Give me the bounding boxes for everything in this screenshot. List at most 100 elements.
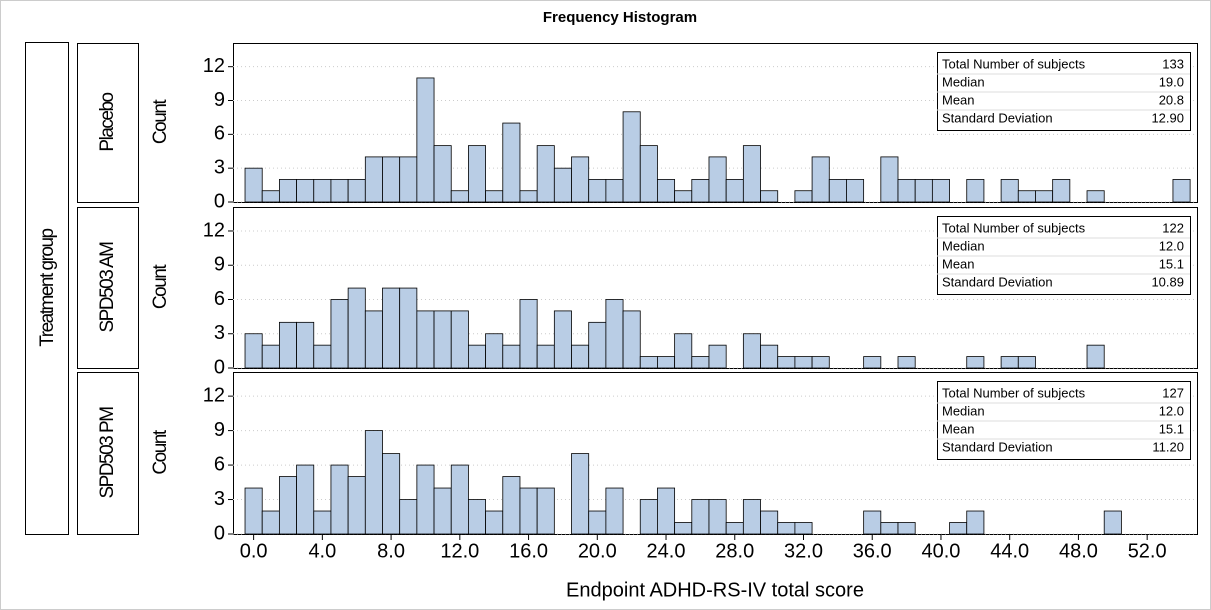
bar bbox=[605, 487, 624, 535]
bar bbox=[760, 510, 779, 535]
bar bbox=[416, 464, 435, 535]
bar bbox=[742, 145, 761, 203]
bar bbox=[811, 356, 830, 369]
bar bbox=[777, 522, 796, 535]
bar bbox=[347, 476, 366, 535]
bar bbox=[674, 522, 693, 535]
bar bbox=[897, 356, 916, 369]
bar bbox=[502, 476, 521, 535]
x-tick-label: 16.0 bbox=[509, 540, 548, 562]
bar bbox=[966, 356, 985, 369]
bar bbox=[519, 190, 538, 203]
bar bbox=[399, 499, 418, 535]
bar bbox=[347, 179, 366, 203]
stat-value: 133 bbox=[1162, 56, 1184, 71]
bar bbox=[536, 145, 555, 203]
y-tick-label: 0 bbox=[214, 356, 225, 378]
y-tick-label: 12 bbox=[203, 219, 225, 241]
bar bbox=[244, 487, 263, 535]
plot-area bbox=[233, 43, 1198, 203]
bar bbox=[313, 344, 332, 369]
bar bbox=[485, 190, 504, 203]
bar bbox=[760, 344, 779, 369]
bar bbox=[674, 333, 693, 369]
bar bbox=[433, 487, 452, 535]
group-label: Treatment group bbox=[37, 228, 58, 346]
bar bbox=[657, 179, 676, 203]
y-tick-label: 3 bbox=[214, 156, 225, 178]
bar bbox=[261, 510, 280, 535]
bar bbox=[278, 476, 297, 535]
bar bbox=[691, 356, 710, 369]
bar bbox=[725, 179, 744, 203]
y-axis-title: Count bbox=[150, 429, 171, 474]
bar bbox=[966, 510, 985, 535]
bar bbox=[468, 344, 486, 369]
y-axis-title: Count bbox=[150, 99, 171, 144]
bar bbox=[313, 510, 332, 535]
bar bbox=[450, 310, 469, 369]
stat-value: 127 bbox=[1162, 385, 1184, 400]
stat-label: Mean bbox=[942, 421, 975, 436]
stat-value: 15.1 bbox=[1159, 256, 1184, 271]
stat-value: 12.0 bbox=[1159, 403, 1184, 418]
panel-label: SPD503 PM bbox=[97, 407, 118, 499]
bar bbox=[571, 453, 590, 535]
bar bbox=[553, 167, 572, 203]
bar bbox=[863, 510, 882, 535]
chart-title: Frequency Histogram bbox=[543, 9, 697, 26]
bar bbox=[639, 356, 658, 369]
bar bbox=[828, 179, 847, 203]
stat-value: 10.89 bbox=[1151, 274, 1184, 289]
bar bbox=[897, 522, 916, 535]
bar bbox=[846, 179, 865, 203]
x-tick-label: 28.0 bbox=[715, 540, 754, 562]
bar bbox=[485, 333, 504, 369]
bar bbox=[588, 179, 607, 203]
bar bbox=[863, 356, 882, 369]
bar bbox=[605, 299, 624, 369]
bar bbox=[794, 356, 813, 369]
bar bbox=[1017, 190, 1036, 203]
x-tick-label: 52.0 bbox=[1128, 540, 1167, 562]
bar bbox=[571, 156, 590, 203]
bar bbox=[244, 167, 263, 203]
stat-value: 12.90 bbox=[1151, 110, 1184, 125]
stat-label: Standard Deviation bbox=[942, 110, 1053, 125]
bar bbox=[330, 299, 349, 369]
bar bbox=[691, 499, 710, 535]
x-tick-label: 44.0 bbox=[990, 540, 1029, 562]
bar bbox=[742, 333, 761, 369]
bar bbox=[571, 344, 590, 369]
y-tick-label: 6 bbox=[214, 288, 225, 310]
x-tick-label: 4.0 bbox=[308, 540, 336, 562]
bar bbox=[433, 145, 452, 203]
bar bbox=[605, 179, 624, 203]
stat-value: 19.0 bbox=[1159, 74, 1184, 89]
bar bbox=[382, 287, 401, 369]
bar bbox=[278, 321, 297, 369]
bar bbox=[399, 287, 418, 369]
x-axis-title: Endpoint ADHD-RS-IV total score bbox=[566, 579, 864, 601]
bar bbox=[1052, 179, 1071, 203]
group-strip bbox=[25, 42, 69, 535]
bar bbox=[1000, 179, 1019, 203]
y-tick-label: 0 bbox=[214, 190, 225, 212]
plot-area bbox=[233, 372, 1198, 535]
bar bbox=[296, 321, 315, 369]
bar bbox=[502, 344, 521, 369]
bar bbox=[880, 522, 899, 535]
stat-value: 15.1 bbox=[1159, 421, 1184, 436]
bar bbox=[364, 430, 383, 535]
bar bbox=[1172, 179, 1191, 203]
bar bbox=[708, 499, 727, 535]
y-tick-label: 3 bbox=[214, 488, 225, 510]
bar bbox=[794, 522, 813, 535]
bar bbox=[433, 310, 452, 369]
bar bbox=[450, 464, 469, 535]
y-tick-label: 12 bbox=[203, 384, 225, 406]
stat-label: Total Number of subjects bbox=[942, 56, 1086, 71]
bar bbox=[450, 190, 469, 203]
y-axis-title: Count bbox=[150, 264, 171, 309]
bar bbox=[261, 344, 280, 369]
